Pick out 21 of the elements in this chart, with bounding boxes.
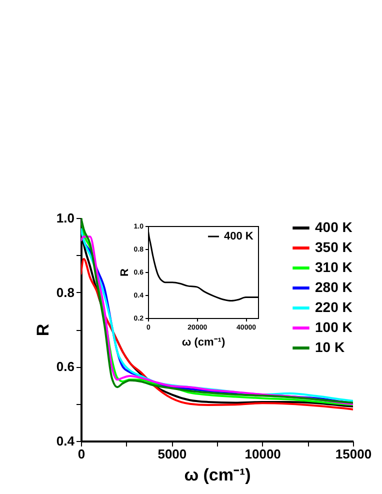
- legend-label: 400 K: [224, 230, 254, 242]
- x-tick-label: 0: [78, 446, 86, 462]
- y-tick-label: 0.4: [56, 434, 76, 448]
- y-tick-label: 0.8: [56, 284, 74, 300]
- y-tick-label: 0.6: [56, 359, 74, 374]
- y-axis-title: R: [33, 324, 52, 336]
- legend-label: 220 K: [315, 299, 352, 315]
- line-series: [81, 258, 353, 410]
- legend-label: 10 K: [315, 339, 345, 355]
- y-axis-title: R: [118, 268, 131, 276]
- legend-label: 400 K: [315, 219, 352, 235]
- y-tick-label: 1.0: [56, 210, 74, 226]
- x-tick-label: 10000: [244, 446, 281, 462]
- x-axis-title: ω (cm⁻¹): [182, 336, 226, 348]
- legend-label: 100 K: [315, 319, 352, 335]
- legend-label: 310 K: [315, 259, 352, 275]
- x-axis-title: ω (cm⁻¹): [184, 466, 251, 484]
- x-tick-label: 15000: [335, 446, 372, 462]
- legend-label: 350 K: [315, 239, 352, 255]
- legend-label: 280 K: [315, 279, 352, 295]
- x-tick-label: 5000: [158, 446, 187, 462]
